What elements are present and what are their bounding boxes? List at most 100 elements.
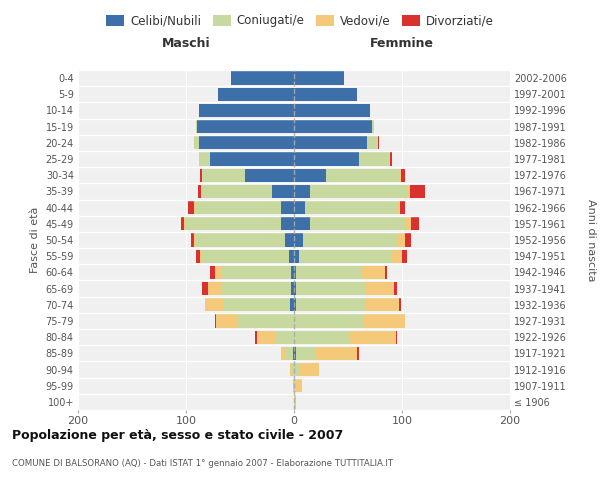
Bar (356, 346, 359, 360)
Bar (410, 217, 419, 230)
Bar (364, 314, 405, 328)
Bar (294, 330, 350, 344)
Bar (367, 282, 394, 295)
Bar (205, 298, 223, 312)
Legend: Celibi/Nubili, Coniugati/e, Vedovi/e, Divorziati/e: Celibi/Nubili, Coniugati/e, Vedovi/e, Di… (103, 11, 497, 31)
Bar (294, 136, 367, 149)
Bar (293, 379, 294, 392)
Bar (221, 282, 291, 295)
Bar (294, 234, 302, 246)
Bar (194, 234, 196, 246)
Bar (184, 217, 186, 230)
Bar (196, 250, 200, 263)
Bar (198, 185, 201, 198)
Bar (407, 185, 410, 198)
Bar (218, 88, 294, 101)
Bar (293, 346, 294, 360)
Bar (196, 234, 286, 246)
Bar (210, 152, 294, 166)
Text: Popolazione per età, sesso e stato civile - 2007: Popolazione per età, sesso e stato civil… (12, 430, 343, 442)
Bar (281, 346, 286, 360)
Bar (223, 298, 290, 312)
Bar (272, 185, 294, 198)
Bar (310, 185, 407, 198)
Bar (290, 298, 294, 312)
Bar (200, 250, 202, 263)
Bar (294, 363, 299, 376)
Bar (294, 282, 296, 295)
Bar (296, 379, 302, 392)
Bar (367, 136, 378, 149)
Bar (402, 250, 407, 263)
Bar (310, 217, 405, 230)
Bar (202, 250, 289, 263)
Bar (208, 282, 221, 295)
Bar (294, 120, 372, 134)
Bar (296, 266, 361, 279)
Bar (275, 330, 294, 344)
Bar (257, 330, 275, 344)
Bar (200, 168, 202, 182)
Bar (197, 120, 294, 134)
Bar (245, 168, 294, 182)
Bar (202, 282, 208, 295)
Bar (196, 120, 197, 134)
Bar (294, 379, 296, 392)
Bar (294, 266, 296, 279)
Bar (281, 217, 294, 230)
Bar (326, 168, 400, 182)
Bar (294, 104, 370, 117)
Bar (385, 266, 387, 279)
Bar (188, 201, 194, 214)
Bar (372, 120, 374, 134)
Bar (400, 168, 401, 182)
Bar (299, 250, 391, 263)
Bar (405, 217, 410, 230)
Bar (361, 266, 385, 279)
Bar (294, 152, 359, 166)
Bar (294, 217, 310, 230)
Bar (294, 250, 299, 263)
Y-axis label: Anni di nascita: Anni di nascita (586, 198, 596, 281)
Text: COMUNE DI BALSORANO (AQ) - Dati ISTAT 1° gennaio 2007 - Elaborazione TUTTITALIA.: COMUNE DI BALSORANO (AQ) - Dati ISTAT 1°… (12, 458, 393, 468)
Bar (191, 234, 194, 246)
Bar (350, 330, 395, 344)
Bar (194, 136, 199, 149)
Bar (181, 217, 184, 230)
Bar (291, 266, 294, 279)
Bar (389, 152, 390, 166)
Bar (305, 201, 398, 214)
Bar (199, 104, 294, 117)
Bar (294, 72, 344, 85)
Bar (186, 217, 281, 230)
Bar (215, 266, 221, 279)
Y-axis label: Fasce di età: Fasce di età (30, 207, 40, 273)
Bar (378, 136, 379, 149)
Bar (216, 314, 238, 328)
Bar (238, 314, 294, 328)
Bar (294, 346, 296, 360)
Bar (367, 298, 399, 312)
Bar (194, 201, 281, 214)
Bar (281, 201, 294, 214)
Bar (390, 152, 392, 166)
Bar (294, 396, 296, 408)
Bar (215, 314, 216, 328)
Bar (202, 168, 245, 182)
Bar (199, 152, 210, 166)
Bar (394, 282, 397, 295)
Bar (294, 298, 296, 312)
Bar (286, 234, 294, 246)
Bar (359, 152, 389, 166)
Bar (398, 234, 405, 246)
Bar (399, 298, 401, 312)
Bar (201, 185, 202, 198)
Bar (294, 88, 356, 101)
Bar (400, 201, 405, 214)
Bar (294, 314, 364, 328)
Bar (202, 185, 272, 198)
Bar (296, 346, 316, 360)
Bar (290, 363, 292, 376)
Bar (395, 330, 397, 344)
Bar (291, 282, 294, 295)
